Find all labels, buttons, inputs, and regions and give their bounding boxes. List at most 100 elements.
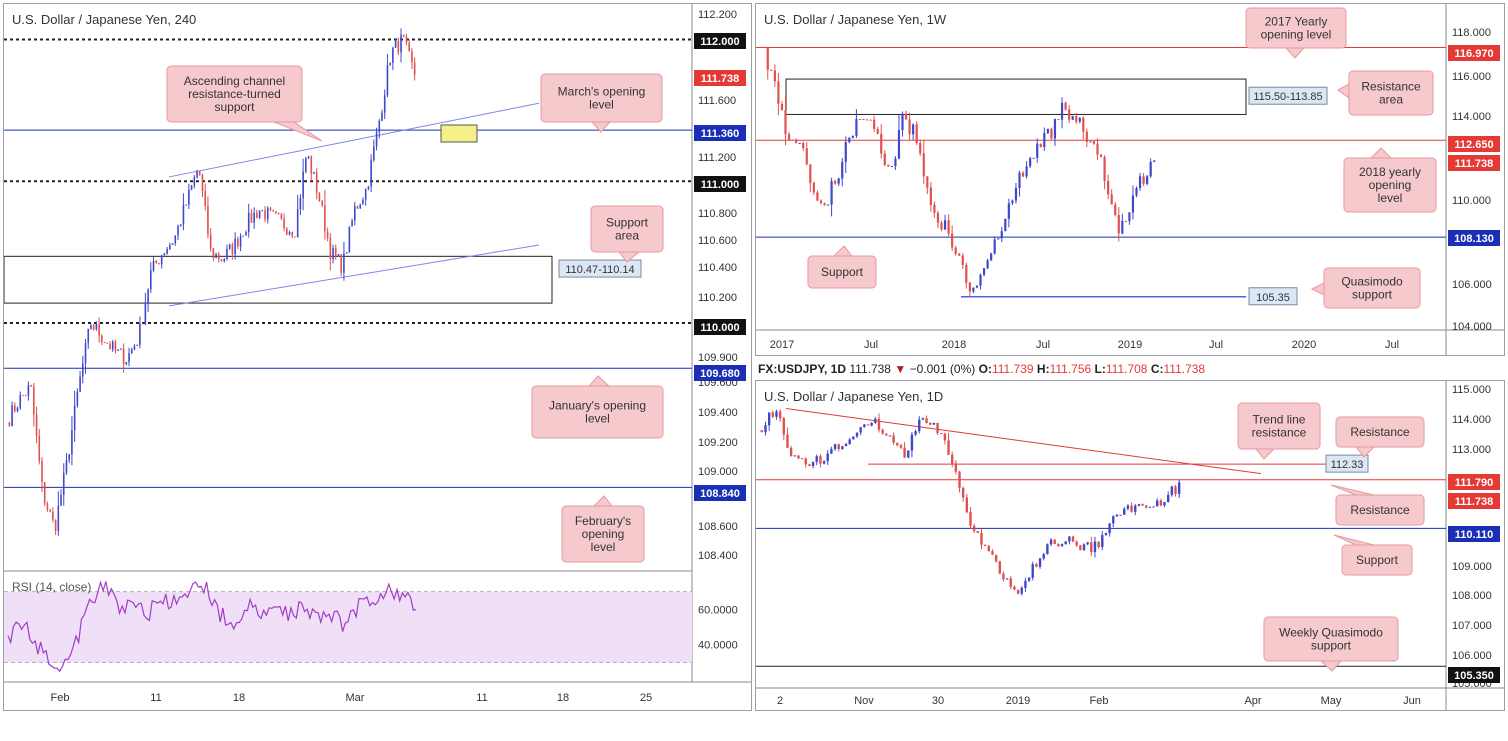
daily-price-badge-bg bbox=[1448, 526, 1500, 542]
daily-callout-resistance-lower[interactable]: Resistance bbox=[1330, 484, 1425, 526]
h4-candle bbox=[14, 405, 16, 412]
daily-chart-svg[interactable]: 115.000114.000113.000111.700110.000109.0… bbox=[756, 381, 1504, 710]
ohlc-open-label: O: bbox=[978, 362, 992, 376]
daily-callout-resistance-upper[interactable]: Resistance bbox=[1335, 416, 1425, 458]
weekly-callout-2018[interactable]: 2018 yearly opening level bbox=[1343, 147, 1437, 213]
daily-candle bbox=[965, 497, 969, 513]
h4-y-tick-label: 109.400 bbox=[698, 407, 738, 419]
daily-x-tick-label: Apr bbox=[1244, 695, 1261, 707]
h4-candle bbox=[310, 156, 313, 174]
daily-candle bbox=[830, 448, 833, 454]
h4-candle bbox=[351, 220, 353, 227]
h4-price-badge: 110.000 bbox=[700, 322, 739, 334]
rsi-tick-label: 60.0000 bbox=[698, 604, 738, 616]
h4-candle bbox=[394, 41, 397, 48]
weekly-candle bbox=[897, 130, 901, 159]
daily-candle bbox=[775, 411, 778, 417]
daily-callout-weekly-qm-box bbox=[1263, 616, 1399, 662]
daily-candle bbox=[929, 423, 932, 425]
daily-candle bbox=[910, 434, 914, 451]
daily-callout-resistance-upper-box bbox=[1335, 416, 1425, 448]
h4-callout-january[interactable]: January's opening level bbox=[531, 375, 664, 439]
h4-candle bbox=[226, 249, 228, 260]
h4-candle bbox=[367, 186, 370, 189]
h4-candle bbox=[386, 65, 389, 96]
weekly-candle bbox=[1114, 204, 1117, 216]
ohlc-low: 111.708 bbox=[1105, 362, 1148, 376]
daily-callout-trendline[interactable]: Trend line resistance bbox=[1237, 402, 1321, 460]
h4-candle bbox=[193, 177, 196, 186]
daily-callout-weekly-qm[interactable]: Weekly Quasimodo support bbox=[1263, 616, 1399, 672]
weekly-callout-support[interactable]: Support bbox=[807, 245, 877, 289]
h4-candle bbox=[337, 254, 340, 256]
daily-y-tick-label: 114.000 bbox=[1452, 414, 1491, 426]
h4-callout-support-area[interactable]: Support area bbox=[590, 205, 664, 263]
h4-candle bbox=[128, 353, 130, 363]
h4-y-tick-label: 111.600 bbox=[698, 95, 736, 107]
daily-x-tick-label: 2 bbox=[777, 695, 783, 707]
h4-candle bbox=[62, 472, 65, 496]
daily-chart-panel[interactable]: 115.000114.000113.000111.700110.000109.0… bbox=[755, 380, 1505, 711]
h4-price-badge-bg bbox=[694, 485, 746, 501]
h4-candle bbox=[158, 263, 160, 265]
weekly-callout-2017[interactable]: 2017 Yearly opening level bbox=[1245, 7, 1347, 59]
h4-chart-panel[interactable]: 112.200111.800111.600111.200110.800110.6… bbox=[3, 3, 752, 711]
weekly-candle bbox=[1000, 231, 1003, 239]
weekly-candle bbox=[1036, 143, 1039, 158]
h4-price-badge-bg bbox=[694, 70, 746, 86]
weekly-qm-label: 105.35 bbox=[1256, 292, 1290, 304]
h4-candle bbox=[49, 509, 51, 512]
daily-callout-weekly-qm-text: Weekly Quasimodo support bbox=[1279, 626, 1383, 653]
daily-candle bbox=[958, 471, 961, 488]
weekly-callout-resistance-area[interactable]: Resistance area bbox=[1337, 70, 1434, 116]
weekly-candle bbox=[1146, 176, 1149, 184]
weekly-x-tick-label: Jul bbox=[1036, 339, 1050, 351]
h4-callout-february[interactable]: February's opening level bbox=[561, 495, 645, 563]
daily-y-tick-label: 107.000 bbox=[1452, 620, 1492, 632]
h4-x-tick-label: 18 bbox=[233, 692, 245, 704]
h4-callout-february-box bbox=[561, 505, 645, 563]
daily-candle bbox=[1046, 544, 1049, 555]
h4-chart-svg[interactable]: 112.200111.800111.600111.200110.800110.6… bbox=[4, 4, 751, 710]
h4-candle bbox=[215, 253, 217, 258]
weekly-price-badge: 111.738 bbox=[1455, 158, 1494, 170]
weekly-callout-qm[interactable]: Quasimodo support bbox=[1310, 267, 1421, 309]
daily-price-badge-bg bbox=[1448, 667, 1500, 683]
h4-candle bbox=[356, 206, 359, 209]
h4-candle bbox=[302, 171, 304, 198]
daily-candle bbox=[764, 425, 767, 433]
weekly-price-badge-bg bbox=[1448, 45, 1500, 61]
h4-candle bbox=[41, 460, 43, 482]
h4-candle bbox=[166, 249, 168, 254]
h4-callout-channel[interactable]: Ascending channel resistance-turned suppor… bbox=[166, 65, 323, 142]
daily-callout-support[interactable]: Support bbox=[1333, 534, 1413, 576]
daily-candle bbox=[1115, 514, 1119, 517]
daily-candle bbox=[822, 461, 826, 464]
weekly-candle bbox=[1107, 180, 1110, 195]
weekly-callout-2018-pointer bbox=[1369, 147, 1393, 159]
h4-candle bbox=[324, 205, 326, 232]
daily-candle bbox=[1024, 580, 1027, 588]
ohlc-open: 111.739 bbox=[991, 362, 1034, 376]
weekly-candle bbox=[865, 119, 869, 121]
h4-candle bbox=[264, 210, 266, 220]
weekly-chart-svg[interactable]: 118.000 116.000 114.000 110.000 106.000 104.0… bbox=[756, 4, 1504, 355]
weekly-candle bbox=[1071, 116, 1074, 120]
h4-candle bbox=[196, 171, 198, 178]
weekly-candle bbox=[841, 161, 844, 179]
h4-candle bbox=[280, 214, 283, 219]
weekly-candle bbox=[1138, 176, 1142, 188]
daily-candle bbox=[778, 411, 782, 419]
weekly-candle bbox=[1117, 215, 1120, 234]
h4-candle bbox=[190, 185, 193, 190]
daily-candle bbox=[1093, 541, 1097, 553]
h4-candle bbox=[253, 212, 255, 223]
daily-price-badge: 110.110 bbox=[1455, 529, 1494, 541]
daily-resistance-label: 112.33 bbox=[1331, 459, 1364, 471]
daily-candle bbox=[914, 431, 917, 435]
h4-callout-march[interactable]: March's opening level bbox=[540, 73, 663, 133]
h4-candle bbox=[150, 270, 152, 290]
h4-candle bbox=[375, 131, 378, 147]
daily-candle bbox=[1156, 500, 1159, 507]
weekly-chart-panel[interactable]: 118.000 116.000 114.000 110.000 106.000 104.0… bbox=[755, 3, 1505, 356]
